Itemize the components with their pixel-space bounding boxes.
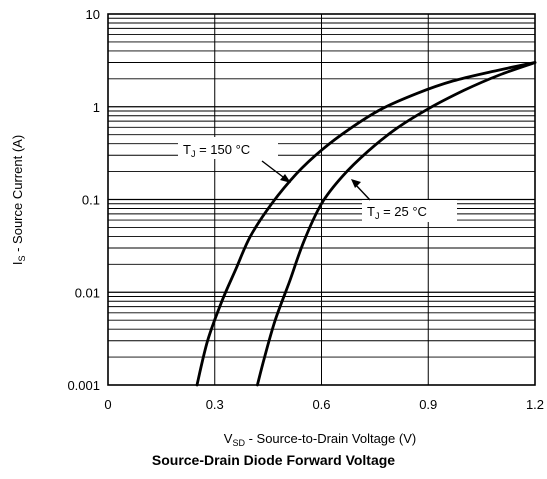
series-label-25c: TJ = 25 °C [367,204,427,221]
y-tick-label: 0.01 [75,285,100,300]
y-tick-label: 0.001 [67,378,100,393]
series-label-150c: TJ = 150 °C [183,142,250,159]
label-bg-150 [178,137,278,159]
y-tick-label: 1 [93,100,100,115]
gridlines [108,14,535,385]
x-tick-label: 0.9 [419,397,437,412]
x-axis-title: VSD - Source-to-Drain Voltage (V) [224,431,416,448]
curve-tj-25c [255,61,537,387]
x-tick-label: 1.2 [526,397,544,412]
y-tick-labels: 0.001 0.01 0.1 1 10 [67,7,100,393]
chart: 0 0.3 0.6 0.9 1.2 0.001 0.01 0.1 1 10 VSD - Sour… [10,7,544,448]
arrowhead-25c [351,179,361,188]
x-tick-label: 0 [104,397,111,412]
x-tick-labels: 0 0.3 0.6 0.9 1.2 [104,397,544,412]
curve-tj-150c [195,61,537,387]
arrowhead-150c [280,174,291,183]
y-tick-label: 0.1 [82,193,100,208]
y-tick-label: 10 [86,7,100,22]
plot-frame [107,13,536,386]
y-axis-title: IS - Source Current (A) [10,135,27,265]
label-bg-25 [362,200,457,222]
x-tick-label: 0.3 [206,397,224,412]
x-tick-label: 0.6 [312,397,330,412]
chart-title: Source-Drain Diode Forward Voltage [151,452,396,468]
data-curves [195,61,537,387]
